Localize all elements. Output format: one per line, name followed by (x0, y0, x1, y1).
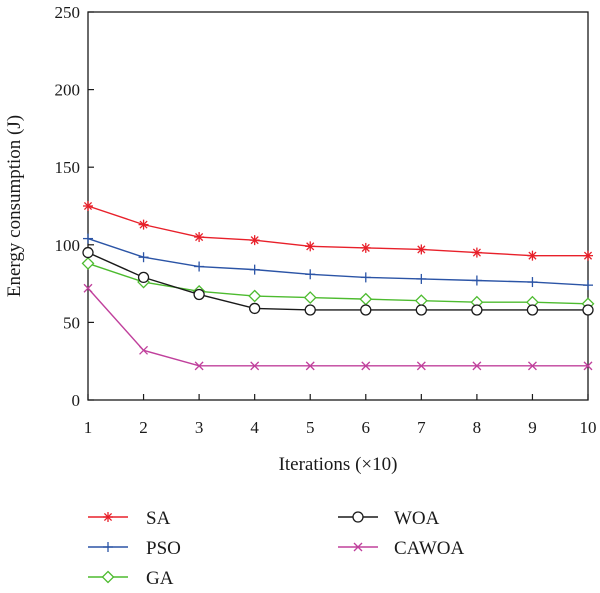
x-axis-ticks: 1 2 3 4 5 6 7 8 9 10 (84, 394, 597, 437)
legend-item-pso: PSO (88, 538, 181, 559)
legend-marker-cawoa (353, 542, 363, 552)
x-tick-label: 9 (528, 418, 537, 437)
data-point-pso (416, 273, 427, 284)
data-point-woa (360, 304, 372, 316)
data-point-ga (81, 257, 95, 270)
data-point-woa (193, 288, 205, 301)
data-point-sa (583, 250, 593, 261)
y-axis-title: Energy consumption (J) (4, 115, 25, 297)
legend-label-woa: WOA (394, 508, 440, 529)
x-tick-label: 2 (139, 418, 148, 437)
data-point-cawoa (250, 361, 260, 371)
data-point-woa (526, 304, 539, 316)
data-point-pso (249, 264, 260, 275)
series-line-sa (87, 205, 588, 257)
data-point-sa (360, 242, 371, 253)
data-point-cawoa (83, 283, 93, 293)
data-point-ga (248, 289, 262, 303)
legend-item-cawoa: CAWOA (338, 538, 465, 559)
series-sa (83, 201, 593, 261)
data-point-pso (83, 233, 93, 244)
legend-item-sa: SA (88, 508, 171, 529)
data-point-sa (249, 235, 260, 246)
data-point-cawoa (527, 361, 537, 371)
x-tick-label: 3 (195, 418, 204, 437)
data-point-cawoa (194, 361, 204, 371)
data-point-woa (304, 304, 316, 316)
data-point-woa (137, 271, 150, 284)
data-point-pso (471, 275, 482, 286)
data-point-cawoa (139, 345, 149, 355)
x-axis-title: Iterations (×10) (279, 454, 398, 475)
data-point-cawoa (361, 361, 371, 371)
data-point-pso (305, 269, 316, 280)
legend-label-sa: SA (146, 508, 171, 529)
series-pso (83, 233, 593, 291)
data-point-sa (305, 241, 316, 252)
series-ga (81, 257, 595, 311)
plot-area (87, 11, 589, 401)
legend-marker-ga (101, 570, 115, 584)
y-tick-label: 0 (72, 391, 81, 410)
data-point-cawoa (472, 361, 482, 371)
y-tick-label: 50 (63, 313, 80, 332)
data-point-woa (249, 302, 261, 315)
legend-marker-pso (103, 542, 113, 552)
y-axis-ticks: 0 50 100 150 200 250 (55, 3, 94, 410)
data-point-sa (471, 247, 482, 258)
legend-marker-woa (352, 511, 364, 523)
x-tick-label: 8 (473, 418, 482, 437)
data-point-ga (303, 291, 317, 304)
data-point-pso (360, 272, 371, 283)
x-tick-label: 10 (580, 418, 597, 437)
plot-frame (87, 11, 589, 401)
y-tick-label: 100 (55, 236, 81, 255)
y-tick-label: 150 (55, 158, 81, 177)
series-line-woa (87, 251, 588, 311)
legend-label-cawoa: CAWOA (394, 538, 465, 559)
data-point-ga (359, 292, 373, 306)
data-point-pso (194, 261, 205, 272)
series-line-pso (87, 237, 589, 286)
data-point-sa (194, 232, 205, 243)
y-tick-label: 200 (55, 81, 81, 100)
x-tick-label: 6 (362, 418, 371, 437)
data-point-cawoa (416, 361, 426, 371)
legend-marker-sa (103, 512, 113, 522)
data-point-woa (582, 304, 594, 316)
data-point-sa (83, 201, 93, 211)
series-line-cawoa (87, 287, 588, 367)
series-layer (81, 201, 595, 371)
x-tick-label: 4 (250, 418, 259, 437)
series-woa (82, 246, 594, 316)
y-tick-label: 250 (55, 3, 81, 22)
x-tick-label: 5 (306, 418, 315, 437)
data-point-sa (138, 219, 149, 230)
data-point-cawoa (583, 361, 593, 371)
legend-item-woa: WOA (338, 508, 440, 529)
x-tick-label: 1 (84, 418, 93, 437)
data-point-pso (527, 277, 538, 288)
series-cawoa (83, 283, 593, 371)
legend-item-ga: GA (88, 568, 174, 589)
data-point-sa (416, 244, 427, 255)
data-point-cawoa (305, 361, 315, 371)
legend-label-ga: GA (146, 568, 174, 589)
data-point-woa (415, 304, 427, 316)
data-point-pso (138, 252, 149, 263)
data-point-woa (82, 246, 94, 259)
data-point-pso (583, 280, 593, 291)
x-tick-label: 7 (417, 418, 426, 437)
legend: SA PSO GA WOA CAWOA (88, 508, 465, 589)
data-point-sa (527, 250, 538, 261)
series-line-ga (87, 262, 589, 305)
legend-label-pso: PSO (146, 538, 181, 559)
data-point-woa (471, 304, 483, 316)
